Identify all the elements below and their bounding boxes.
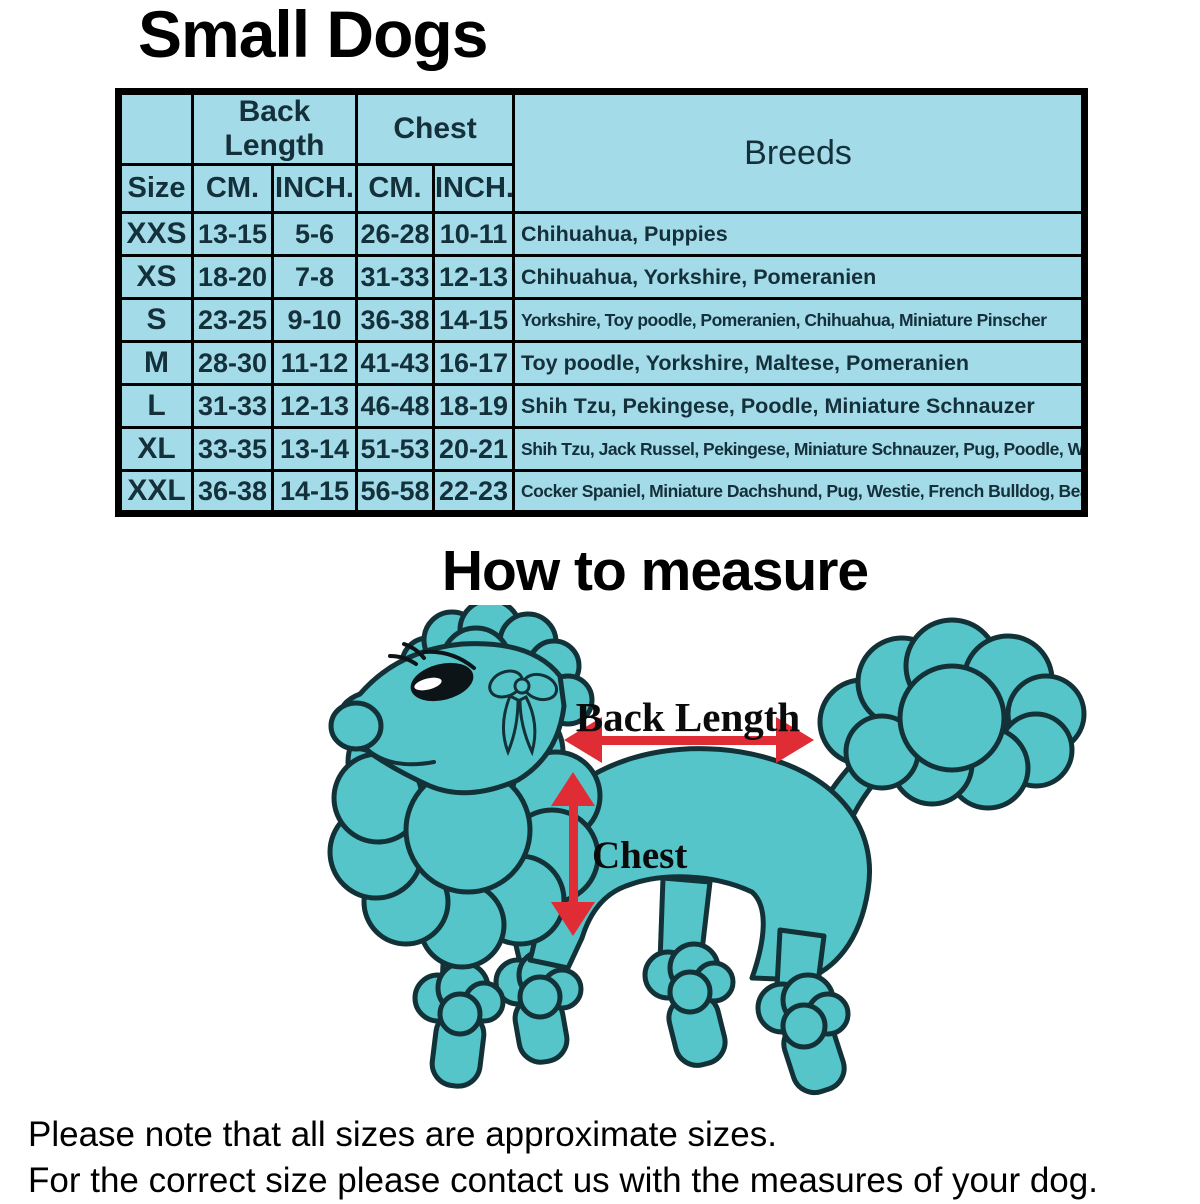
hind-far-leg bbox=[642, 875, 736, 1068]
dog-measurement-diagram: Back Length Chest bbox=[327, 605, 1087, 1096]
cell-breeds: Shih Tzu, Pekingese, Poodle, Miniature S… bbox=[512, 383, 1087, 429]
back-length-arrow bbox=[564, 717, 814, 763]
cell-breeds: Yorkshire, Toy poodle, Pomeranien, Chihu… bbox=[512, 297, 1087, 343]
cell-breeds: Chihuahua, Yorkshire, Pomeranien bbox=[512, 254, 1087, 300]
cell-chest_cm: 46-48 bbox=[355, 383, 435, 429]
table-row: XXL 36-38 14-15 56-58 22-23 Cocker Spaniel, M… bbox=[117, 469, 1087, 515]
hind-near-leg bbox=[755, 927, 851, 1096]
cell-size: XL bbox=[117, 426, 194, 472]
cell-back_inch: 5-6 bbox=[271, 211, 358, 257]
note-line-2: For the correct size please contact us w… bbox=[28, 1161, 1098, 1200]
breeds-header: Breeds bbox=[512, 90, 1087, 214]
chest-arrow bbox=[551, 772, 595, 936]
cell-chest_inch: 14-15 bbox=[431, 297, 516, 343]
cell-size: M bbox=[117, 340, 194, 386]
back-length-group-header: Back Length bbox=[191, 90, 358, 166]
cell-back_inch: 12-13 bbox=[271, 383, 358, 429]
cell-breeds: Cocker Spaniel, Miniature Dachshund, Pug… bbox=[512, 469, 1087, 515]
cell-chest_cm: 36-38 bbox=[355, 297, 435, 343]
chest-group-header: Chest bbox=[354, 90, 516, 166]
cell-chest_cm: 41-43 bbox=[355, 340, 435, 386]
cell-back_cm: 28-30 bbox=[191, 340, 274, 386]
cell-chest_cm: 31-33 bbox=[355, 254, 435, 300]
table-group-header-row: Back Length Chest Breeds bbox=[117, 90, 1087, 214]
cell-chest_inch: 22-23 bbox=[431, 469, 516, 515]
cell-back_cm: 13-15 bbox=[191, 211, 274, 257]
cell-breeds: Chihuahua, Puppies bbox=[512, 211, 1087, 257]
back-cm-header: CM. bbox=[191, 163, 274, 214]
cell-size: XXL bbox=[117, 469, 194, 515]
size-chart-table: Back Length Chest Breeds Size CM. INCH. … bbox=[115, 88, 1089, 517]
table-row: S 23-25 9-10 36-38 14-15 Yorkshire, Toy poodl… bbox=[117, 297, 1087, 343]
cell-chest_inch: 18-19 bbox=[431, 383, 516, 429]
cell-back_inch: 7-8 bbox=[271, 254, 358, 300]
table-row: XS 18-20 7-8 31-33 12-13 Chihuahua, Yorkshire… bbox=[117, 254, 1087, 300]
dog-body bbox=[527, 746, 872, 983]
cell-chest_cm: 26-28 bbox=[355, 211, 435, 257]
table-row: M 28-30 11-12 41-43 16-17 Toy poodle, Yorkshi… bbox=[117, 340, 1087, 386]
cell-chest_inch: 16-17 bbox=[431, 340, 516, 386]
front-near-leg bbox=[412, 897, 506, 1089]
cell-chest_inch: 20-21 bbox=[431, 426, 516, 472]
table-row: XL 33-35 13-14 51-53 20-21 Shih Tzu, Jack Rus… bbox=[117, 426, 1087, 472]
cell-breeds: Toy poodle, Yorkshire, Maltese, Pomerani… bbox=[512, 340, 1087, 386]
cell-back_inch: 14-15 bbox=[271, 469, 358, 515]
back-length-label: Back Length bbox=[576, 694, 801, 740]
size-header: Size bbox=[117, 163, 194, 214]
cell-chest_inch: 10-11 bbox=[431, 211, 516, 257]
table-row: L 31-33 12-13 46-48 18-19 Shih Tzu, Pekingese… bbox=[117, 383, 1087, 429]
cell-chest_cm: 51-53 bbox=[355, 426, 435, 472]
corner-cell bbox=[117, 90, 194, 166]
table-units-header-row: Size CM. INCH. CM. INCH. bbox=[117, 163, 1085, 214]
chest-cm-header: CM. bbox=[355, 163, 435, 214]
how-to-measure-title: How to measure bbox=[441, 539, 869, 603]
hair-bow bbox=[488, 669, 559, 757]
back-inch-header: INCH. bbox=[271, 163, 358, 214]
size-table-body: XXS 13-15 5-6 26-28 10-11 Chihuahua, Puppies X… bbox=[117, 211, 1087, 515]
dog-tail bbox=[809, 617, 1087, 835]
cell-size: XXS bbox=[117, 211, 194, 257]
cell-back_cm: 33-35 bbox=[191, 426, 274, 472]
table-row: XXS 13-15 5-6 26-28 10-11 Chihuahua, Puppies bbox=[117, 211, 1087, 257]
chest-label: Chest bbox=[592, 834, 687, 877]
cell-back_inch: 11-12 bbox=[271, 340, 358, 386]
cell-back_cm: 31-33 bbox=[191, 383, 274, 429]
chest-inch-header: INCH. bbox=[431, 163, 516, 214]
footer-notes: Please note that all sizes are approxima… bbox=[28, 1112, 1188, 1204]
page-title: Small Dogs bbox=[138, 0, 488, 71]
cell-size: XS bbox=[117, 254, 194, 300]
dog-mouth-line bbox=[366, 748, 436, 767]
note-line-1: Please note that all sizes are approxima… bbox=[28, 1115, 777, 1154]
dog-nose bbox=[328, 700, 384, 752]
cell-back_cm: 36-38 bbox=[191, 469, 274, 515]
cell-size: S bbox=[117, 297, 194, 343]
cell-back_inch: 9-10 bbox=[271, 297, 358, 343]
cell-back_cm: 18-20 bbox=[191, 254, 274, 300]
dog-eye bbox=[388, 642, 476, 702]
cell-chest_inch: 12-13 bbox=[431, 254, 516, 300]
cell-back_inch: 13-14 bbox=[271, 426, 358, 472]
cell-size: L bbox=[117, 383, 194, 429]
cell-chest_cm: 56-58 bbox=[355, 469, 435, 515]
cell-back_cm: 23-25 bbox=[191, 297, 274, 343]
cell-breeds: Shih Tzu, Jack Russel, Pekingese, Miniat… bbox=[512, 426, 1087, 472]
